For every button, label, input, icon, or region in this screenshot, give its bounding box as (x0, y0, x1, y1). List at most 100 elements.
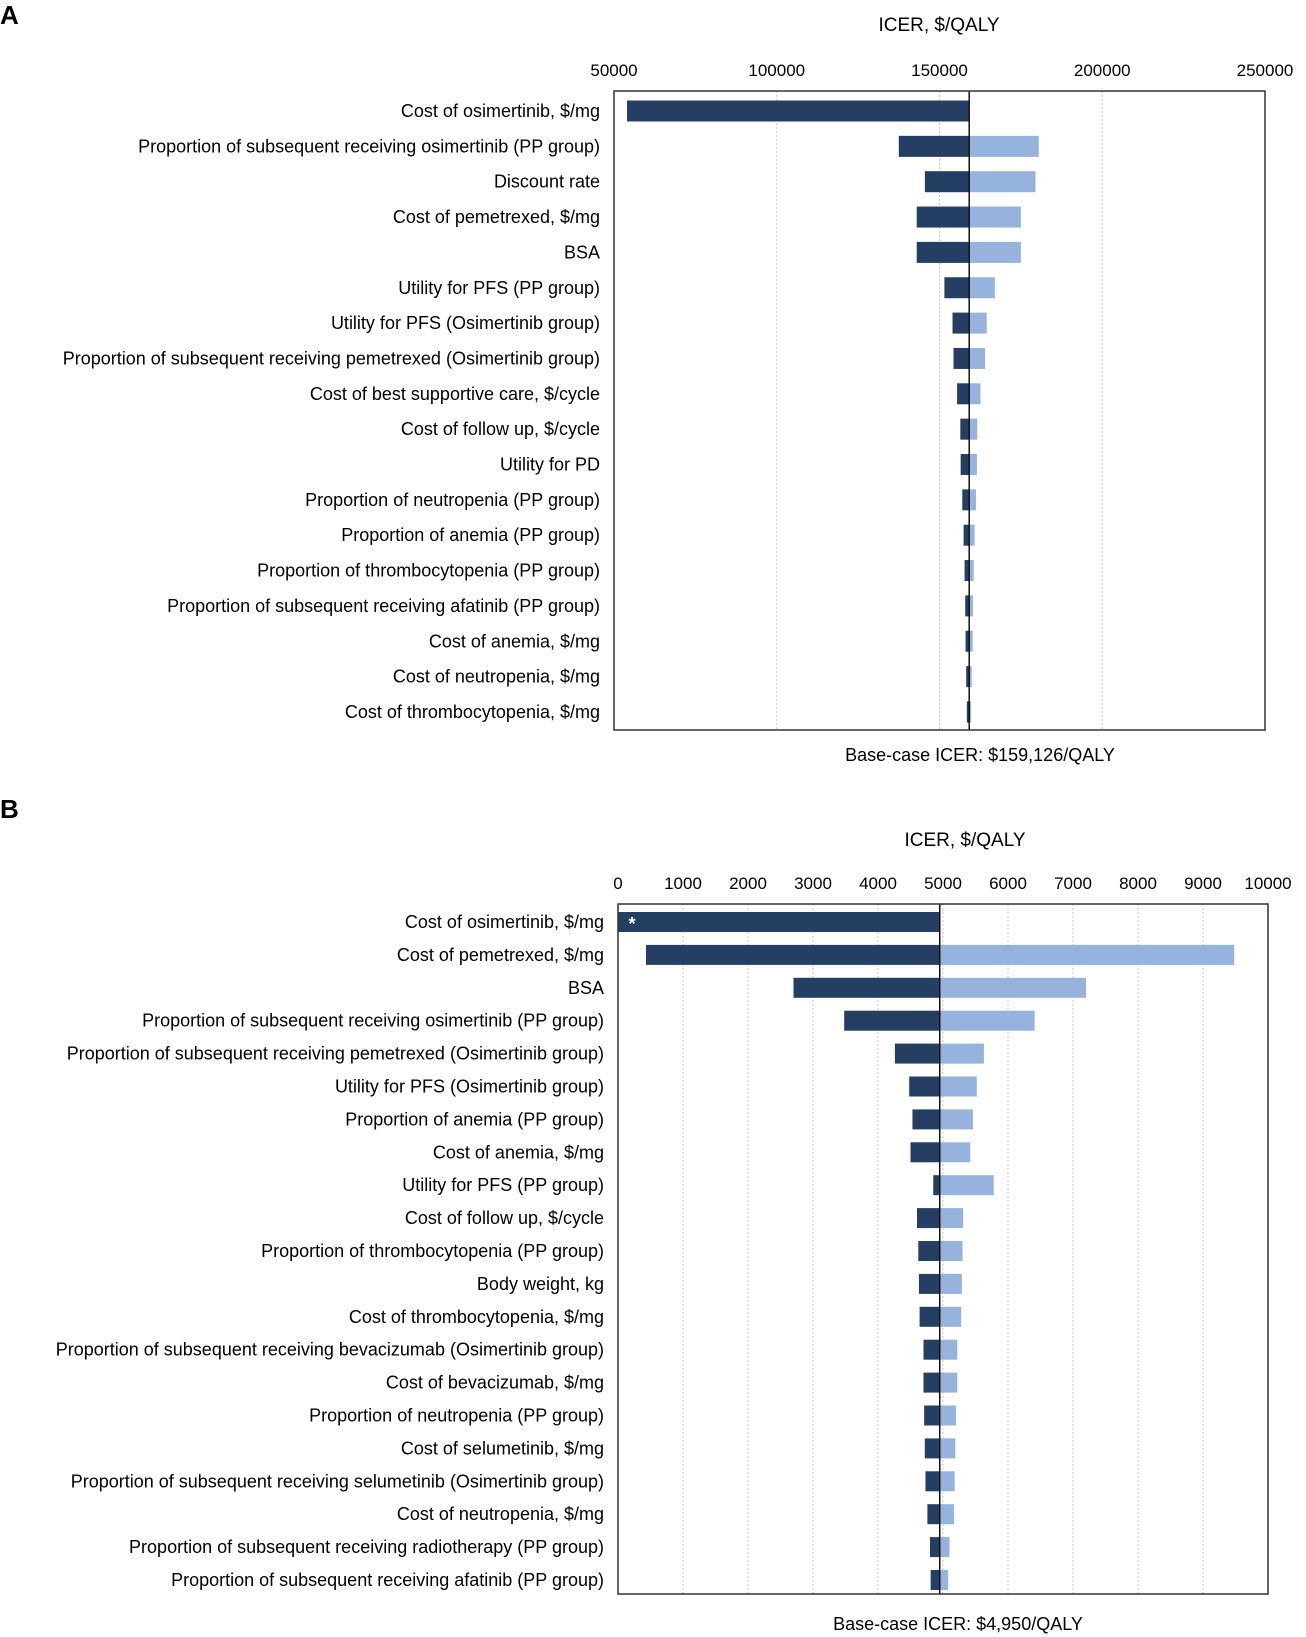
category-label: Cost of neutropenia, $/mg (393, 667, 600, 687)
category-label: Proportion of subsequent receiving osime… (142, 1011, 604, 1031)
category-label: BSA (564, 242, 600, 262)
bar-low (917, 1208, 940, 1229)
bar-high (969, 241, 1021, 263)
category-label: Cost of follow up, $/cycle (405, 1208, 604, 1228)
bar-low (793, 977, 940, 998)
bar-low (930, 1537, 940, 1558)
bar-high (939, 1142, 971, 1163)
x-tick-label: 8000 (1119, 874, 1157, 893)
bar-low (957, 383, 970, 405)
bar-low (962, 489, 970, 511)
bar-low (844, 1010, 940, 1031)
category-label: Cost of bevacizumab, $/mg (386, 1373, 604, 1393)
category-label: Proportion of thrombocytopenia (PP group… (261, 1241, 604, 1261)
bar-low (618, 912, 940, 932)
bar-high (939, 1504, 955, 1525)
category-label: Cost of pemetrexed, $/mg (393, 207, 600, 227)
panel-b-axis-title: ICER, $/QALY (904, 830, 1025, 851)
bar-high (969, 418, 978, 440)
bar-high (939, 1372, 958, 1393)
category-label: Proportion of subsequent receiving bevac… (56, 1340, 604, 1360)
bar-low (919, 1306, 940, 1327)
bar-high (939, 1570, 949, 1590)
bar-high (939, 1438, 956, 1459)
bar-low (930, 1570, 940, 1590)
category-label: Cost of follow up, $/cycle (401, 419, 600, 439)
x-tick-label: 150000 (911, 61, 968, 80)
category-label: Utility for PFS (Osimertinib group) (335, 1077, 604, 1097)
category-label: Proportion of subsequent receiving afati… (171, 1570, 604, 1590)
category-label: Proportion of subsequent receiving afati… (167, 596, 600, 616)
bar-high (969, 560, 974, 582)
category-label: Utility for PFS (PP group) (402, 1175, 604, 1195)
category-label: Utility for PFS (PP group) (398, 278, 600, 298)
panel-a-axis-title: ICER, $/QALY (878, 15, 999, 36)
bar-high (969, 277, 995, 299)
category-label: Discount rate (494, 172, 600, 192)
bar-low (916, 241, 970, 263)
bar-high (939, 1273, 962, 1294)
bar-low (909, 1076, 940, 1097)
bar-low (912, 1109, 940, 1130)
panel-a-letter: A (0, 0, 19, 30)
category-label: Proportion of subsequent receiving radio… (129, 1537, 604, 1557)
category-label: Proportion of neutropenia (PP group) (305, 490, 600, 510)
category-label: Cost of thrombocytopenia, $/mg (345, 702, 600, 722)
category-label: Cost of osimertinib, $/mg (405, 912, 604, 932)
bar-high (939, 1306, 962, 1327)
bar-low (953, 347, 970, 369)
bar-low (918, 1273, 940, 1294)
bar-low (966, 701, 970, 723)
bar-high (969, 454, 977, 475)
panel-a-base-case-label: Base-case ICER: $159,126/QALY (845, 745, 1115, 765)
plot-frame (617, 903, 1269, 1595)
bar-high (939, 944, 1235, 965)
bar-low (924, 171, 970, 193)
bar-low (965, 630, 970, 652)
bar-low (916, 206, 970, 228)
category-label: Proportion of thrombocytopenia (PP group… (257, 561, 600, 581)
x-tick-label: 9000 (1184, 874, 1222, 893)
x-tick-label: 100000 (748, 61, 805, 80)
bar-high (969, 666, 972, 688)
category-label: Cost of selumetinib, $/mg (401, 1438, 604, 1458)
category-label: Cost of anemia, $/mg (433, 1142, 604, 1162)
bar-high (969, 383, 981, 405)
bar-high (939, 1010, 1035, 1031)
panel-b-letter: B (0, 794, 19, 824)
bar-high (969, 312, 987, 334)
category-label: Utility for PFS (Osimertinib group) (331, 313, 600, 333)
bar-low (924, 1405, 940, 1426)
bar-high (969, 524, 975, 546)
bar-high (969, 206, 1021, 228)
bar-high (969, 347, 986, 369)
bar-low (923, 1339, 940, 1360)
category-label: Proportion of neutropenia (PP group) (309, 1406, 604, 1426)
bar-low (927, 1504, 940, 1525)
x-tick-label: 5000 (924, 874, 962, 893)
bar-high (939, 1241, 963, 1261)
bar-low (964, 560, 970, 582)
bar-high (939, 1076, 977, 1097)
x-tick-label: 250000 (1237, 61, 1294, 80)
x-tick-label: 2000 (729, 874, 767, 893)
truncated-marker: * (628, 914, 635, 934)
bar-high (939, 1043, 984, 1064)
panel-b-plot: 0 1000 2000 3000 4000 5000 6000 7000 8000 9000 100… (56, 874, 1292, 1595)
bar-low (923, 1372, 940, 1393)
category-label: Proportion of subsequent receiving pemet… (63, 348, 600, 368)
bar-high (939, 1339, 958, 1360)
category-label: Cost of neutropenia, $/mg (397, 1504, 604, 1524)
plot-frame (613, 90, 1266, 731)
bar-high (939, 1405, 956, 1426)
x-tick-label: 1000 (664, 874, 702, 893)
category-label: BSA (568, 978, 604, 998)
bar-low (966, 666, 970, 688)
x-tick-label: 10000 (1244, 874, 1291, 893)
bar-low (952, 312, 970, 334)
bar-high (969, 489, 976, 511)
bar-high (939, 1537, 950, 1558)
category-label: Body weight, kg (477, 1274, 604, 1294)
bar-low (960, 418, 970, 440)
